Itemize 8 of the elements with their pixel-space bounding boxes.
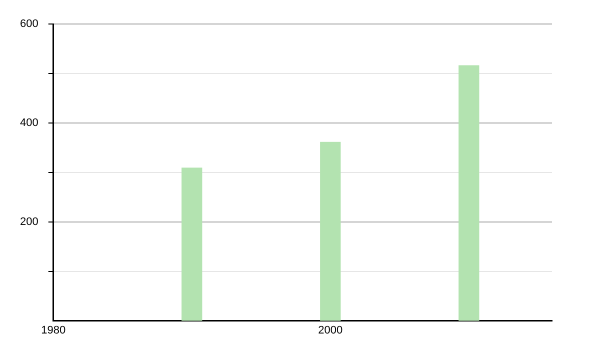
bar	[320, 142, 341, 321]
x-tick-label: 2000	[318, 324, 343, 336]
bar	[182, 168, 202, 321]
y-tick-label: 600	[20, 18, 38, 30]
x-tick-label: 1980	[41, 324, 66, 336]
bar	[458, 65, 480, 321]
y-tick-label: 200	[20, 216, 38, 228]
y-tick-label: 400	[20, 116, 38, 129]
